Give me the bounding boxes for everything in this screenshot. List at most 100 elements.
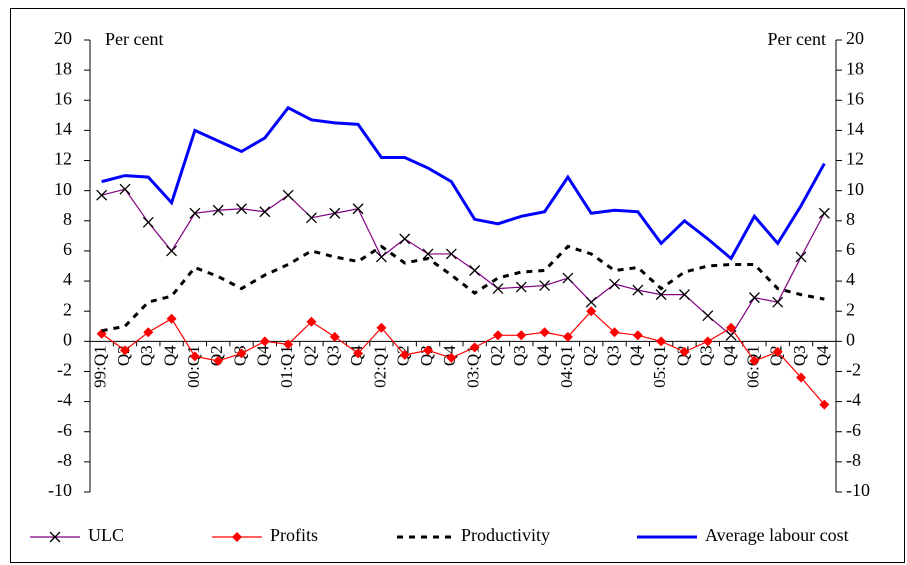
y2-tick-label: 14: [846, 119, 864, 139]
y2-tick-label: 4: [846, 269, 855, 289]
y-tick-label: 18: [54, 58, 72, 78]
data-point: [236, 203, 247, 215]
x-tick-label: Q3: [324, 345, 343, 366]
data-point: [655, 289, 667, 301]
data-point: [376, 322, 387, 333]
y2-tick-label: -8: [846, 450, 861, 470]
data-point: [142, 216, 154, 228]
y-tick-label: 8: [63, 209, 72, 229]
x-tick-label: Q2: [300, 345, 319, 366]
data-point: [562, 331, 573, 342]
x-tick-label: Q4: [534, 345, 553, 366]
data-point: [679, 289, 690, 301]
x-tick-label: Q2: [767, 345, 786, 366]
data-point: [445, 248, 457, 260]
y-tick-label: -6: [57, 420, 72, 440]
data-point: [469, 265, 481, 276]
data-point: [236, 348, 247, 359]
x-tick-label: 00:Q1: [184, 345, 203, 388]
data-point: [679, 346, 690, 357]
data-point: [515, 281, 527, 293]
data-point: [772, 346, 783, 357]
data-point: [469, 342, 480, 353]
data-point: [492, 283, 504, 295]
series-line: [101, 105, 826, 261]
x-tick-label: Q3: [137, 345, 156, 366]
legend-label: Productivity: [461, 525, 550, 545]
data-point: [656, 336, 667, 347]
data-point: [726, 322, 737, 333]
series-line: [101, 310, 825, 406]
data-point: [795, 251, 807, 263]
data-point: [702, 336, 713, 347]
data-point: [329, 331, 340, 342]
data-point: [539, 327, 550, 338]
data-point: [422, 248, 434, 260]
x-tick-label: Q3: [510, 345, 529, 366]
y2-tick-label: 20: [846, 28, 864, 48]
x-tick-label: Q2: [580, 345, 599, 366]
y-tick-label: -4: [57, 390, 72, 410]
y-tick-label: 0: [63, 329, 72, 349]
x-tick-label: Q2: [487, 345, 506, 366]
chart-frame: [10, 8, 905, 563]
data-point: [189, 207, 201, 219]
data-point: [609, 327, 620, 338]
data-point: [166, 245, 178, 257]
data-point: [609, 278, 620, 290]
data-point: [446, 352, 457, 363]
x-tick-label: Q3: [603, 345, 622, 366]
x-tick-label: Q3: [790, 345, 809, 366]
x-tick-label: Q4: [720, 345, 739, 366]
data-point: [539, 280, 551, 292]
legend-label: Profits: [270, 525, 318, 545]
y2-tick-label: 18: [846, 58, 864, 78]
y-tick-label: 4: [63, 269, 72, 289]
x-tick-label: 02:Q1: [370, 345, 389, 388]
data-point: [632, 284, 644, 296]
data-point: [399, 349, 410, 360]
data-point: [212, 204, 224, 216]
x-tick-label: 03:Q1: [464, 345, 483, 388]
data-point: [283, 339, 294, 350]
x-tick-label: 05:Q1: [650, 345, 669, 388]
data-point: [818, 207, 830, 219]
data-point: [119, 183, 131, 195]
data-point: [353, 348, 364, 359]
data-point: [119, 345, 130, 356]
data-point: [585, 296, 597, 308]
y2-tick-label: 6: [846, 239, 855, 259]
y2-tick-label: 2: [846, 299, 855, 319]
data-point: [143, 327, 154, 338]
legend-label: Average labour cost: [705, 525, 849, 545]
y-tick-label: 10: [54, 179, 72, 199]
y2-tick-label: -10: [846, 480, 870, 500]
data-point: [562, 272, 574, 284]
data-point: [632, 330, 643, 341]
y2-tick-label: -2: [846, 360, 861, 380]
y-tick-label: -2: [57, 360, 72, 380]
data-point: [516, 330, 527, 341]
data-point: [329, 207, 341, 219]
x-tick-label: Q3: [697, 345, 716, 366]
data-point: [749, 355, 760, 366]
data-point: [306, 212, 317, 224]
data-point: [96, 189, 108, 201]
y-tick-label: -8: [57, 450, 72, 470]
data-point: [702, 310, 714, 322]
series-line: [101, 188, 825, 337]
data-point: [748, 292, 760, 304]
x-tick-label: Q4: [254, 345, 273, 366]
series-line: [101, 244, 825, 333]
x-tick-label: 04:Q1: [557, 345, 576, 388]
data-point: [352, 203, 364, 215]
y2-tick-label: 16: [846, 88, 864, 108]
legend-label: ULC: [88, 525, 124, 545]
x-tick-label: 06:Q1: [743, 345, 762, 388]
data-point: [772, 296, 784, 308]
y2-tick-label: 0: [846, 329, 855, 349]
y2-tick-label: 10: [846, 179, 864, 199]
y2-tick-label: -6: [846, 420, 861, 440]
y-tick-label: 6: [63, 239, 72, 259]
